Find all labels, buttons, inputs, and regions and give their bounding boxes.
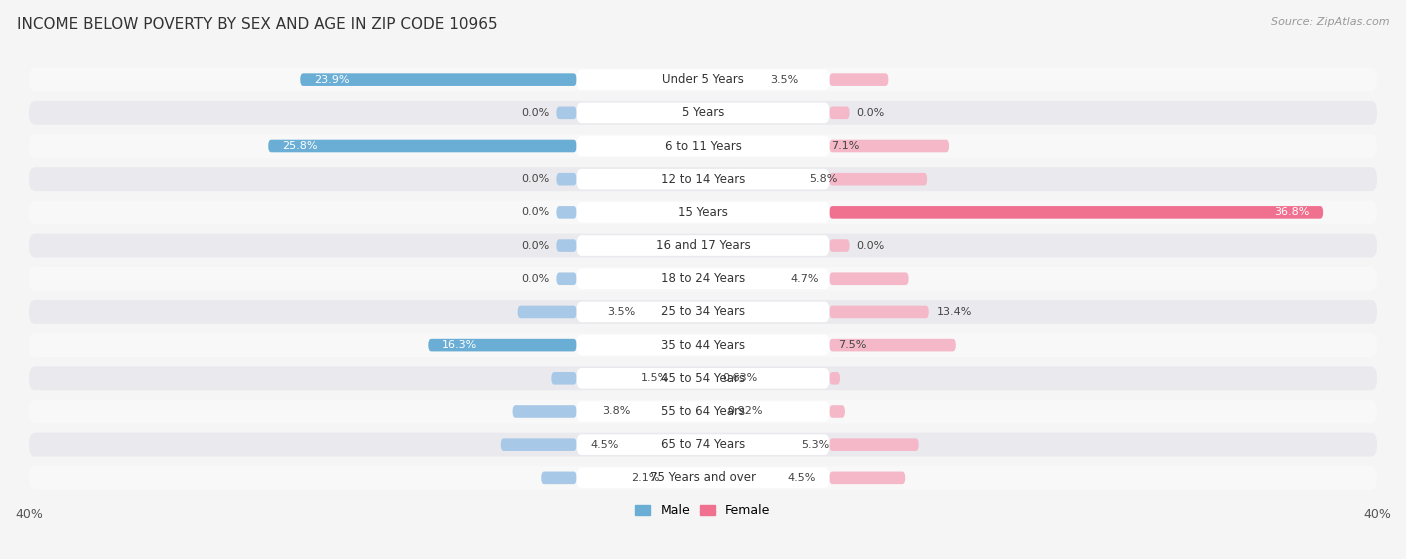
Text: 65 to 74 Years: 65 to 74 Years xyxy=(661,438,745,451)
Text: 16.3%: 16.3% xyxy=(441,340,477,350)
FancyBboxPatch shape xyxy=(576,136,830,157)
Text: 5 Years: 5 Years xyxy=(682,106,724,119)
FancyBboxPatch shape xyxy=(830,107,849,119)
Text: INCOME BELOW POVERTY BY SEX AND AGE IN ZIP CODE 10965: INCOME BELOW POVERTY BY SEX AND AGE IN Z… xyxy=(17,17,498,32)
Text: 5.3%: 5.3% xyxy=(801,440,830,449)
FancyBboxPatch shape xyxy=(30,234,1376,258)
Text: 25.8%: 25.8% xyxy=(281,141,318,151)
Text: 25 to 34 Years: 25 to 34 Years xyxy=(661,305,745,319)
FancyBboxPatch shape xyxy=(576,401,830,422)
FancyBboxPatch shape xyxy=(576,335,830,356)
FancyBboxPatch shape xyxy=(830,438,918,451)
FancyBboxPatch shape xyxy=(501,438,576,451)
FancyBboxPatch shape xyxy=(517,306,576,318)
FancyBboxPatch shape xyxy=(830,372,839,385)
FancyBboxPatch shape xyxy=(541,472,576,484)
Text: 0.0%: 0.0% xyxy=(856,108,884,118)
FancyBboxPatch shape xyxy=(576,202,830,222)
FancyBboxPatch shape xyxy=(576,434,830,455)
FancyBboxPatch shape xyxy=(30,134,1376,158)
FancyBboxPatch shape xyxy=(30,433,1376,457)
Legend: Male, Female: Male, Female xyxy=(630,499,776,522)
FancyBboxPatch shape xyxy=(576,268,830,289)
Text: 0.0%: 0.0% xyxy=(522,108,550,118)
Text: 2.1%: 2.1% xyxy=(631,473,659,483)
Text: 15 Years: 15 Years xyxy=(678,206,728,219)
Text: 4.5%: 4.5% xyxy=(787,473,815,483)
FancyBboxPatch shape xyxy=(576,302,830,322)
FancyBboxPatch shape xyxy=(830,206,1323,219)
FancyBboxPatch shape xyxy=(830,140,949,152)
FancyBboxPatch shape xyxy=(30,300,1376,324)
FancyBboxPatch shape xyxy=(30,400,1376,423)
FancyBboxPatch shape xyxy=(557,173,576,186)
FancyBboxPatch shape xyxy=(30,466,1376,490)
FancyBboxPatch shape xyxy=(557,239,576,252)
FancyBboxPatch shape xyxy=(830,339,956,352)
FancyBboxPatch shape xyxy=(576,102,830,123)
Text: Under 5 Years: Under 5 Years xyxy=(662,73,744,86)
FancyBboxPatch shape xyxy=(830,306,929,318)
FancyBboxPatch shape xyxy=(830,472,905,484)
Text: 0.0%: 0.0% xyxy=(522,274,550,284)
Text: 55 to 64 Years: 55 to 64 Years xyxy=(661,405,745,418)
FancyBboxPatch shape xyxy=(576,368,830,389)
FancyBboxPatch shape xyxy=(269,140,576,152)
Text: 0.92%: 0.92% xyxy=(727,406,762,416)
Text: Source: ZipAtlas.com: Source: ZipAtlas.com xyxy=(1271,17,1389,27)
FancyBboxPatch shape xyxy=(30,201,1376,224)
Text: 4.5%: 4.5% xyxy=(591,440,619,449)
FancyBboxPatch shape xyxy=(551,372,576,385)
Text: 3.5%: 3.5% xyxy=(770,75,799,84)
FancyBboxPatch shape xyxy=(301,73,576,86)
Text: 35 to 44 Years: 35 to 44 Years xyxy=(661,339,745,352)
Text: 36.8%: 36.8% xyxy=(1274,207,1309,217)
Text: 0.0%: 0.0% xyxy=(522,174,550,184)
Text: 5.8%: 5.8% xyxy=(810,174,838,184)
Text: 18 to 24 Years: 18 to 24 Years xyxy=(661,272,745,285)
Text: 6 to 11 Years: 6 to 11 Years xyxy=(665,140,741,153)
Text: 45 to 54 Years: 45 to 54 Years xyxy=(661,372,745,385)
Text: 7.5%: 7.5% xyxy=(838,340,866,350)
Text: 13.4%: 13.4% xyxy=(938,307,973,317)
FancyBboxPatch shape xyxy=(513,405,576,418)
FancyBboxPatch shape xyxy=(30,101,1376,125)
FancyBboxPatch shape xyxy=(557,272,576,285)
FancyBboxPatch shape xyxy=(429,339,576,352)
Text: 23.9%: 23.9% xyxy=(314,75,349,84)
FancyBboxPatch shape xyxy=(557,206,576,219)
FancyBboxPatch shape xyxy=(830,272,908,285)
FancyBboxPatch shape xyxy=(576,467,830,488)
Text: 0.0%: 0.0% xyxy=(522,207,550,217)
Text: 12 to 14 Years: 12 to 14 Years xyxy=(661,173,745,186)
Text: 1.5%: 1.5% xyxy=(641,373,669,383)
Text: 4.7%: 4.7% xyxy=(790,274,820,284)
FancyBboxPatch shape xyxy=(830,405,845,418)
FancyBboxPatch shape xyxy=(830,239,849,252)
FancyBboxPatch shape xyxy=(30,333,1376,357)
FancyBboxPatch shape xyxy=(30,267,1376,291)
FancyBboxPatch shape xyxy=(576,69,830,90)
FancyBboxPatch shape xyxy=(30,366,1376,390)
Text: 75 Years and over: 75 Years and over xyxy=(650,471,756,484)
FancyBboxPatch shape xyxy=(557,107,576,119)
Text: 0.0%: 0.0% xyxy=(522,240,550,250)
Text: 0.63%: 0.63% xyxy=(723,373,758,383)
Text: 16 and 17 Years: 16 and 17 Years xyxy=(655,239,751,252)
FancyBboxPatch shape xyxy=(30,68,1376,92)
FancyBboxPatch shape xyxy=(576,235,830,256)
Text: 7.1%: 7.1% xyxy=(831,141,859,151)
FancyBboxPatch shape xyxy=(830,173,927,186)
Text: 3.5%: 3.5% xyxy=(607,307,636,317)
FancyBboxPatch shape xyxy=(830,73,889,86)
Text: 0.0%: 0.0% xyxy=(856,240,884,250)
Text: 3.8%: 3.8% xyxy=(602,406,630,416)
FancyBboxPatch shape xyxy=(30,167,1376,191)
FancyBboxPatch shape xyxy=(576,169,830,190)
